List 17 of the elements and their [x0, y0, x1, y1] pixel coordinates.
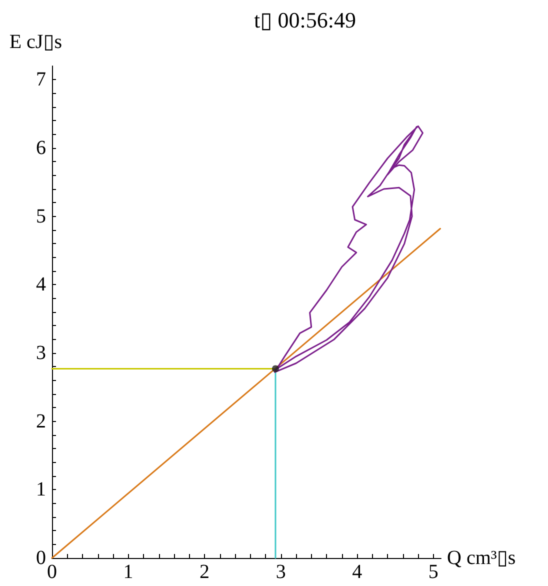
y-tick-label: 1 [36, 478, 46, 501]
y-tick-label: 7 [36, 68, 46, 91]
y-tick-label: 4 [36, 274, 46, 296]
x-axis-title: Q cm³▯s [447, 547, 516, 569]
y-tick-label: 2 [36, 410, 46, 432]
y-tick-label: 5 [36, 205, 46, 228]
x-tick-label: 4 [352, 561, 362, 583]
x-tick-label: 3 [276, 561, 286, 583]
y-tick-label: 6 [36, 137, 46, 159]
x-tick-label: 5 [428, 561, 438, 583]
chart-title: t▯ 00:56:49 [254, 8, 356, 32]
y-axis-title: E cJ▯s [9, 31, 62, 53]
y-tick-label: 0 [36, 547, 46, 569]
line-series [274, 125, 424, 373]
x-tick-label: 1 [123, 561, 134, 583]
y-tick-label: 3 [36, 342, 46, 364]
x-tick-label: 2 [200, 561, 210, 583]
